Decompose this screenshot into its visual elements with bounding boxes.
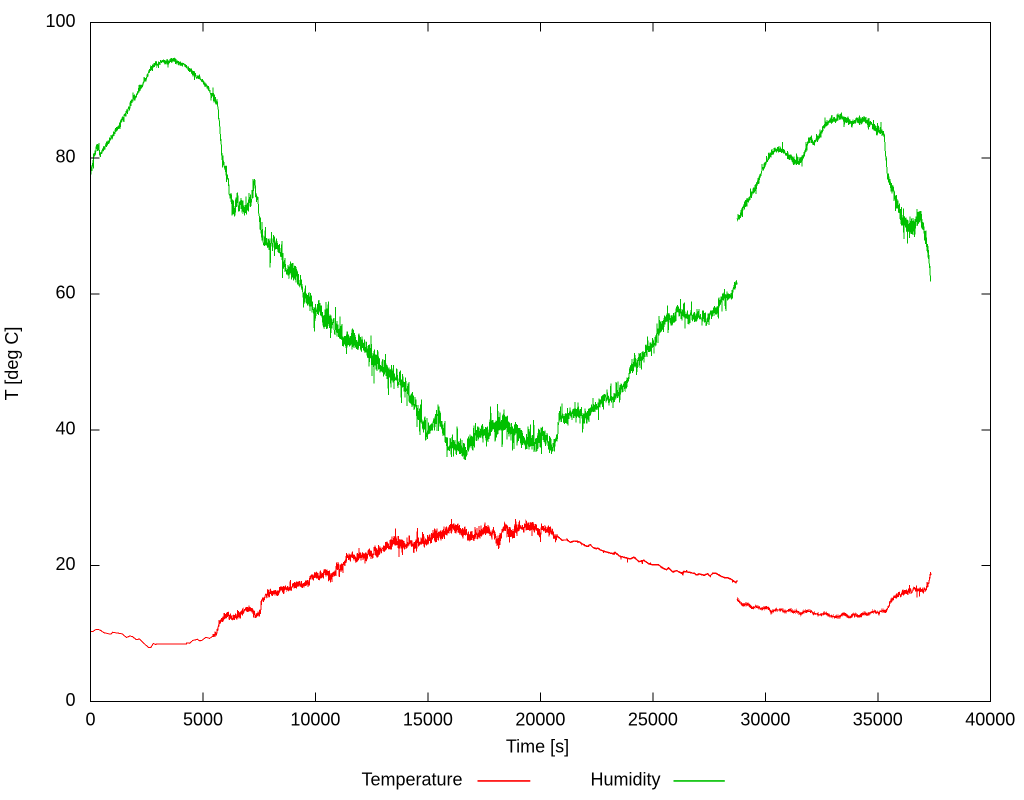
svg-text:15000: 15000 — [403, 709, 453, 729]
svg-text:40: 40 — [55, 418, 75, 438]
svg-text:20: 20 — [55, 554, 75, 574]
svg-text:60: 60 — [55, 283, 75, 303]
svg-text:0: 0 — [65, 690, 75, 710]
svg-text:Time [s]: Time [s] — [506, 737, 569, 757]
svg-text:5000: 5000 — [183, 709, 223, 729]
svg-text:100: 100 — [45, 11, 75, 31]
svg-text:Temperature: Temperature — [361, 770, 462, 790]
svg-text:T [deg C]: T [deg C] — [2, 327, 22, 401]
svg-text:30000: 30000 — [740, 709, 790, 729]
svg-text:35000: 35000 — [853, 709, 903, 729]
svg-text:10000: 10000 — [290, 709, 340, 729]
svg-text:80: 80 — [55, 147, 75, 167]
svg-text:Humidity: Humidity — [590, 770, 660, 790]
svg-text:0: 0 — [85, 709, 95, 729]
svg-text:40000: 40000 — [965, 709, 1015, 729]
svg-text:25000: 25000 — [628, 709, 678, 729]
svg-text:20000: 20000 — [515, 709, 565, 729]
